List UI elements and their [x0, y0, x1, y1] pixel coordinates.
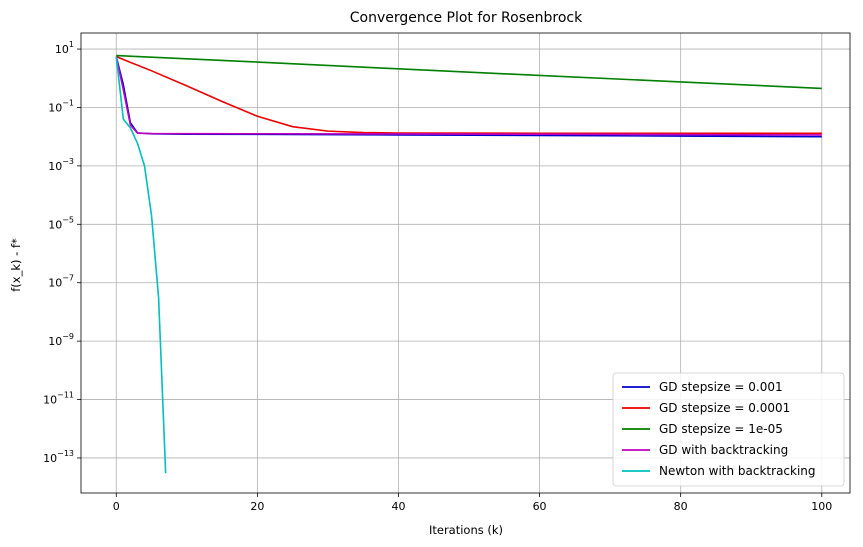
- legend-label: GD stepsize = 0.001: [659, 380, 783, 394]
- legend-label: Newton with backtracking: [659, 464, 816, 478]
- series-layer: [115, 54, 822, 474]
- legend-box: [612, 372, 845, 487]
- y-tick-label: 101: [55, 40, 74, 56]
- series-line-5: [115, 56, 167, 474]
- x-tick-label: 60: [533, 500, 547, 513]
- x-axis-label: Iterations (k): [429, 523, 503, 537]
- y-tick-label: 10−13: [43, 449, 74, 465]
- legend-label: GD stepsize = 1e-05: [659, 422, 783, 436]
- y-tick-label: 10−1: [48, 98, 74, 114]
- y-tick-label: 10−7: [48, 274, 74, 290]
- ticks: 0 20 40 60 80 100 101 10−1 10−3 10−5 10−7 10−9 10−11…: [43, 40, 832, 513]
- series-line-3: [116, 54, 822, 90]
- plot-frame: [80, 32, 851, 494]
- x-tick-label: 40: [391, 500, 405, 513]
- x-tick-label: 0: [113, 500, 120, 513]
- legend-label: GD stepsize = 0.0001: [659, 401, 790, 415]
- y-tick-label: 10−5: [48, 215, 74, 231]
- series-line-1: [115, 56, 822, 138]
- y-tick-label: 10−11: [43, 391, 74, 407]
- y-axis-label: f(x_k) - f*: [9, 238, 23, 292]
- x-tick-label: 20: [250, 500, 264, 513]
- series-line-4: [115, 56, 822, 136]
- series-line-2: [115, 55, 822, 135]
- axes: [80, 32, 851, 494]
- legend-label: GD with backtracking: [659, 443, 788, 457]
- x-tick-label: 100: [811, 500, 832, 513]
- y-tick-label: 10−3: [48, 157, 74, 173]
- legend: GD stepsize = 0.001 GD stepsize = 0.0001 G…: [612, 372, 845, 487]
- y-tick-label: 10−9: [48, 332, 74, 348]
- x-tick-label: 80: [674, 500, 688, 513]
- chart-title: Convergence Plot for Rosenbrock: [350, 10, 583, 26]
